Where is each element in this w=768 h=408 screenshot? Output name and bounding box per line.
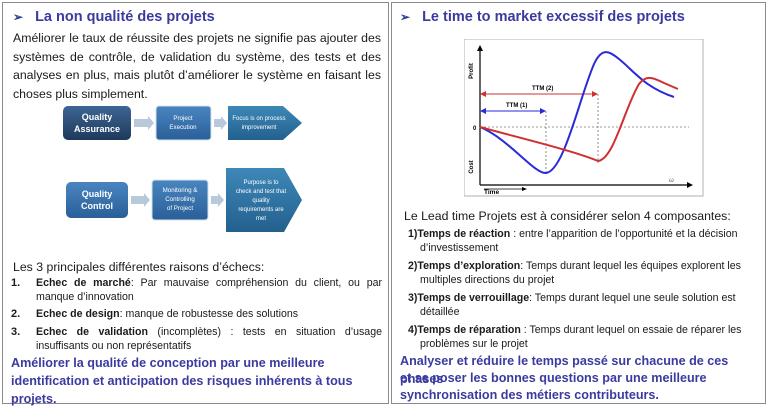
component-line2: détaillée: [420, 306, 460, 318]
lead-text: Le Lead time Projets est à considérer se…: [404, 209, 731, 223]
quality-diagram: Quality Assurance Project Execution Focu…: [63, 105, 302, 232]
arrow-right-icon: [211, 193, 224, 207]
arrow-left-icon: [480, 108, 486, 114]
y-axis-arrow-icon: [477, 45, 483, 51]
component-line2: problèmes sur le projet: [420, 338, 528, 350]
qc-purpose-arrow: [226, 168, 302, 232]
component-item: 4)Temps de réparation : Temps durant leq…: [408, 324, 742, 336]
qc-label-1: Quality: [82, 189, 113, 199]
qa-label-2: Assurance: [74, 124, 120, 134]
left-heading: ➢ La non qualité des projets: [13, 9, 215, 25]
right-panel: ➢ Le time to market excessif des projets …: [391, 2, 766, 404]
component-item: 2)Temps d’exploration: Temps durant lequ…: [408, 260, 741, 272]
component-item: 3)Temps de verrouillage: Temps durant le…: [408, 292, 736, 304]
qa-focus-2: improvement: [242, 125, 277, 131]
arrow-right-icon: [214, 116, 227, 130]
qc-label-2: Control: [81, 201, 113, 211]
corner-label: ω: [669, 178, 674, 184]
right-conclusion-2: et se poser les bonnes questions par une…: [400, 371, 707, 385]
qc-purpose-4: requirements are: [238, 207, 284, 213]
reason-item: Echec de design: manque de robustesse de…: [36, 308, 299, 320]
reason-number: 1.: [11, 277, 21, 289]
arrow-right-icon: [131, 193, 150, 207]
reason-number: 2.: [11, 308, 21, 320]
qc-step-box: [151, 179, 209, 221]
qa-label-1: Quality: [82, 112, 113, 122]
qc-box: [66, 182, 128, 218]
chart-frame: [464, 39, 704, 197]
y-label-bottom: Cost: [469, 160, 475, 173]
arrow-left-icon: [480, 91, 486, 97]
qc-purpose-1: Purpose is to: [243, 180, 279, 186]
arrow-right-icon: [540, 108, 546, 114]
time-arrow-icon: [522, 187, 527, 191]
component-line2: multiples directions du projet: [420, 274, 555, 286]
left-title: La non qualité des projets: [35, 9, 215, 25]
right-title: Le time to market excessif des projets: [422, 9, 685, 25]
ttm1-label: TTM (1): [506, 103, 527, 109]
left-intro: Améliorer le taux de réussite des projet…: [13, 31, 381, 101]
reason-number: 3.: [11, 326, 21, 338]
left-conclusion-2: identification et anticipation des risqu…: [11, 374, 353, 406]
component-line2: d’investissement: [420, 242, 499, 254]
qa-box: [63, 106, 131, 140]
qa-step-2: Execution: [169, 124, 197, 131]
right-conclusion-3: synchronisation des métiers contributeur…: [400, 388, 659, 402]
ttm-chart: Profit Cost 0 Time ω TTM (2) TTM (1): [464, 39, 704, 197]
x-axis-arrow-icon: [687, 182, 693, 188]
component-item: 1)Temps de réaction : entre l’apparition…: [408, 228, 738, 240]
qc-purpose-5: met: [256, 216, 266, 222]
y-label-top: Profit: [469, 63, 475, 79]
reasons-intro: Les 3 principales différentes raisons d’…: [13, 260, 265, 274]
qc-purpose-2: check and test that: [236, 189, 287, 195]
qc-step-2: Controlling: [165, 196, 195, 203]
qc-step-1: Monitoring &: [163, 187, 199, 194]
reason-item-line2: insuffisants ou non représentatifs: [36, 340, 192, 352]
x-label: Time: [484, 189, 499, 196]
left-conclusion-1: Améliorer la qualité de conception par u…: [11, 356, 325, 370]
arrow-bullet-icon: ➢: [400, 10, 411, 24]
qc-purpose-3: quality: [252, 198, 269, 204]
reason-item: Echec de marché: Par mauvaise compréhens…: [36, 277, 383, 289]
qa-step-1: Project: [173, 115, 193, 122]
arrow-right-icon: [592, 91, 598, 97]
arrow-right-icon: [134, 116, 154, 130]
curve-ttm2: [479, 76, 679, 163]
ttm2-label: TTM (2): [532, 86, 553, 92]
qa-focus-arrow: [228, 106, 302, 140]
arrow-bullet-icon: ➢: [13, 10, 24, 24]
qa-step-box: [155, 105, 212, 141]
reason-item: Echec de validation (incomplètes) : test…: [36, 326, 382, 338]
zero-label: 0: [473, 126, 477, 132]
reason-item-line2: manque d’innovation: [36, 291, 134, 303]
right-heading: ➢ Le time to market excessif des projets: [400, 9, 685, 25]
qc-step-3: of Project: [167, 205, 193, 212]
qa-focus-1: Focus is on process: [232, 116, 285, 122]
curve-ttm1: [479, 51, 675, 174]
left-panel: ➢ La non qualité des projets Améliorer le…: [2, 2, 389, 406]
right-conclusion-1: Analyser et réduire le temps passé sur c…: [400, 354, 729, 386]
